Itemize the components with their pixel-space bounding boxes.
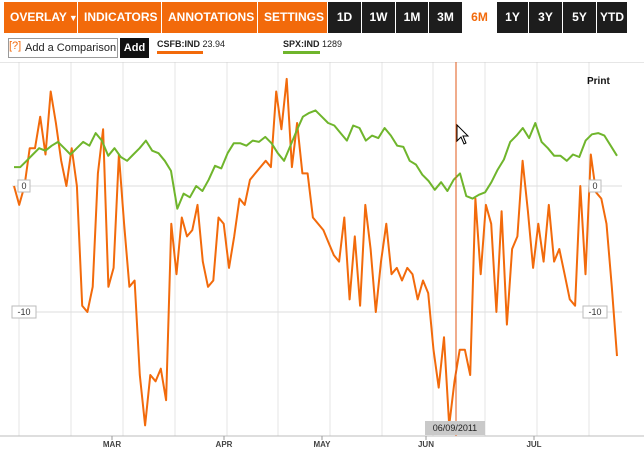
legend-item-spx: SPX:IND 1289 [283, 39, 342, 49]
month-label: MAR [103, 440, 121, 449]
month-label: MAY [313, 440, 331, 449]
y-tick-right: -10 [588, 307, 601, 317]
range-1w-button[interactable]: 1W [362, 2, 396, 33]
series-line-csfb [13, 77, 618, 427]
range-1d-button[interactable]: 1D [328, 2, 362, 33]
legend-value: 23.94 [202, 39, 226, 49]
month-label: JUL [526, 440, 541, 449]
help-icon[interactable]: [?] [9, 40, 22, 52]
legend-swatch-spx [283, 51, 320, 54]
crosshair: 06/09/2011 [425, 62, 485, 436]
legend-ticker: CSFB:IND [157, 39, 200, 49]
chart-toolbar: OVERLAY▼ INDICATORS▼ ANNOTATIONS▼ SETTIN… [0, 0, 644, 35]
cursor-arrow-icon [456, 123, 470, 145]
legend-item-csfb: CSFB:IND 23.94 [157, 39, 225, 49]
series-layer [13, 77, 618, 427]
y-tick-left: 0 [21, 181, 26, 191]
range-1y-button[interactable]: 1Y [497, 2, 529, 33]
chevron-down-icon: ▼ [68, 13, 78, 23]
legend-ticker: SPX:IND [283, 39, 320, 49]
range-3m-button[interactable]: 3M [429, 2, 463, 33]
settings-menu-label: SETTINGS [264, 10, 325, 24]
crosshair-date-label: 06/09/2011 [433, 423, 477, 433]
range-3y-button[interactable]: 3Y [529, 2, 563, 33]
overlay-menu-button[interactable]: OVERLAY ▼ [4, 2, 78, 33]
range-1m-button[interactable]: 1M [396, 2, 429, 33]
annotations-menu-label: ANNOTATIONS [168, 10, 255, 24]
comparison-row: [?] Add CSFB:IND 23.94 SPX:IND 1289 [0, 35, 644, 62]
indicators-menu-label: INDICATORS [84, 10, 158, 24]
overlay-menu-label: OVERLAY [10, 10, 67, 24]
add-comparison-input[interactable] [8, 38, 118, 58]
settings-menu-button[interactable]: SETTINGS▼ [258, 2, 335, 33]
print-link[interactable]: Print [587, 76, 610, 87]
legend-swatch-csfb [157, 51, 203, 54]
y-tick-right-box [582, 305, 608, 319]
y-tick-left: -10 [17, 307, 30, 317]
annotations-menu-button[interactable]: ANNOTATIONS▼ [162, 2, 265, 33]
range-5y-button[interactable]: 5Y [563, 2, 597, 33]
range-6m-button[interactable]: 6M [463, 2, 497, 33]
series-line-spx [14, 109, 618, 210]
y-tick-left-box [11, 305, 37, 319]
indicators-menu-button[interactable]: INDICATORS▼ [78, 2, 168, 33]
y-tick-right-box [588, 179, 602, 193]
y-axis-labels: 0 0 -10 -10 [11, 179, 608, 319]
month-label: APR [216, 440, 233, 449]
month-axis: MAR APR MAY JUN JUL [103, 436, 542, 449]
y-tick-left-box [17, 179, 31, 193]
price-chart[interactable]: MAR APR MAY JUN JUL 0 0 -10 -10 06/09/2011 [0, 62, 644, 453]
crosshair-date-box [425, 421, 485, 435]
range-ytd-button[interactable]: YTD [597, 2, 628, 33]
add-comparison-button[interactable]: Add [120, 38, 149, 58]
y-tick-right: 0 [592, 181, 597, 191]
month-label: JUN [418, 440, 434, 449]
legend-value: 1289 [322, 39, 343, 49]
mouse-pointer [456, 123, 470, 145]
